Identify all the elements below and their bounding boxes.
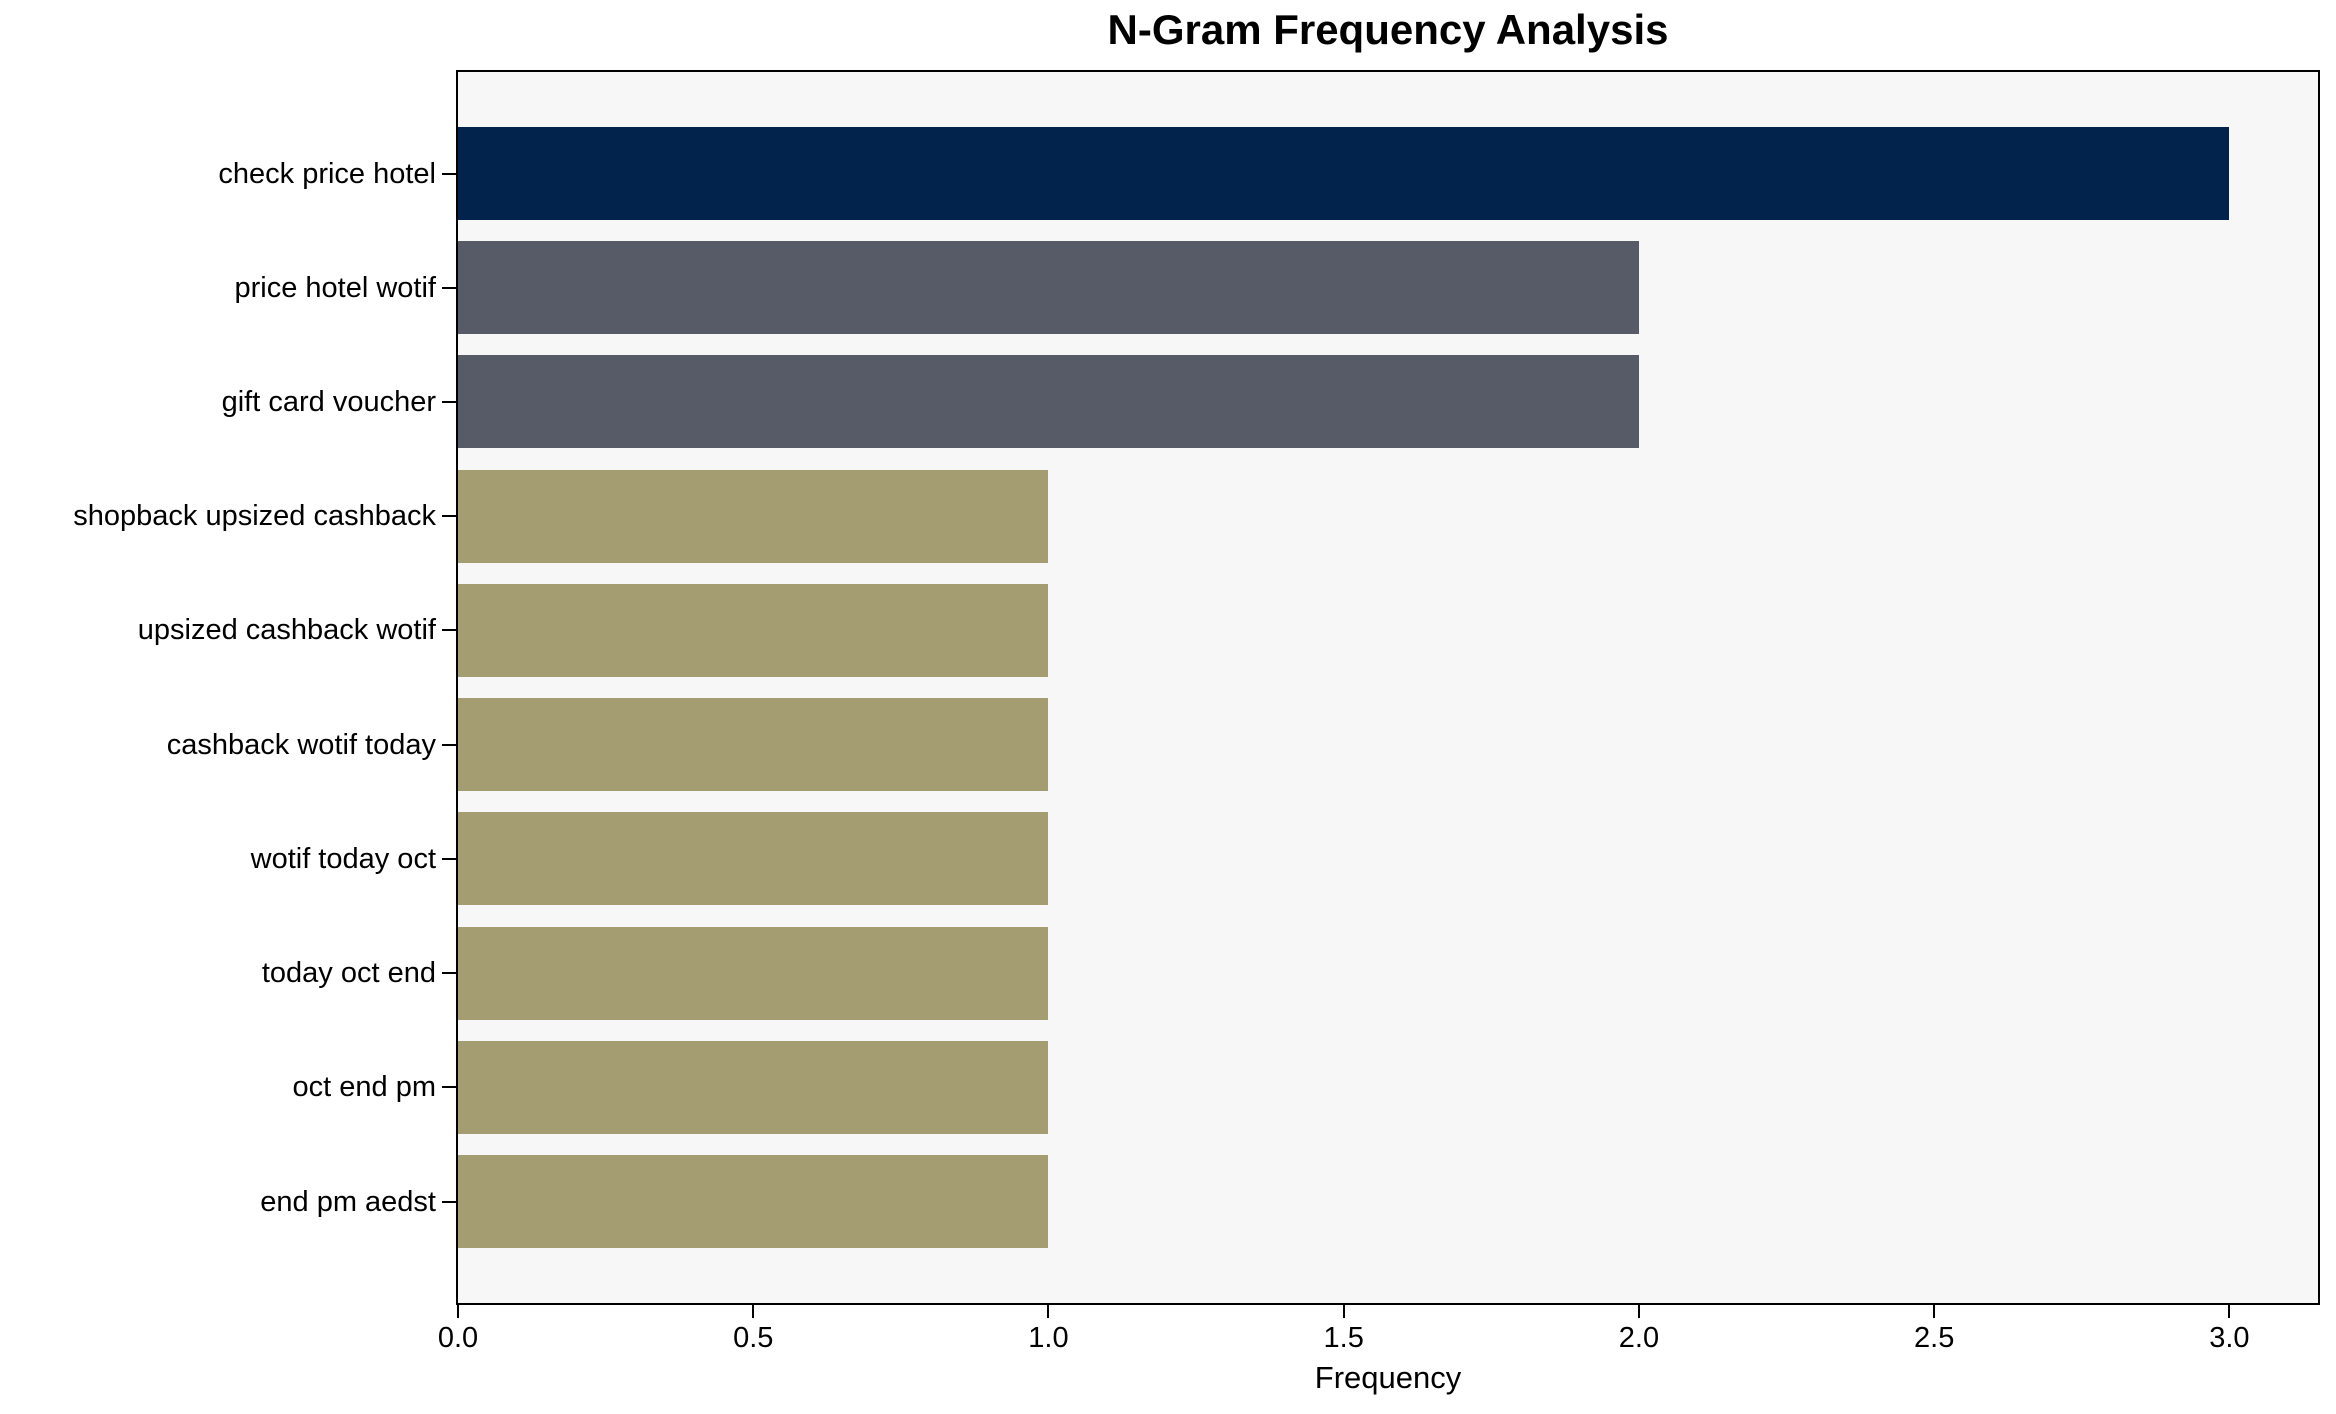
y-tick-label: price hotel wotif <box>234 271 437 304</box>
bar <box>458 812 1049 906</box>
x-tick-label: 2.5 <box>1914 1322 1955 1354</box>
y-tick <box>442 857 456 860</box>
x-tick-label: 1.5 <box>1323 1322 1364 1354</box>
y-tick-label: oct end pm <box>292 1071 436 1104</box>
y-tick-label: upsized cashback wotif <box>137 614 436 647</box>
y-tick <box>442 400 456 403</box>
y-tick <box>442 629 456 632</box>
y-tick <box>442 515 456 518</box>
y-tick-label: today oct end <box>261 957 436 990</box>
bar <box>458 1155 1049 1248</box>
x-tick <box>1933 1305 1936 1318</box>
bar <box>458 241 1639 335</box>
x-tick-label: 0.5 <box>733 1322 774 1354</box>
y-tick-label: wotif today oct <box>250 842 436 875</box>
x-tick <box>1342 1305 1345 1318</box>
y-tick <box>442 972 456 975</box>
chart-title: N-Gram Frequency Analysis <box>1107 6 1669 53</box>
bar <box>458 469 1049 563</box>
x-tick-label: 2.0 <box>1618 1322 1660 1354</box>
x-tick-label: 0.0 <box>437 1322 479 1354</box>
plot-area <box>456 70 2320 1305</box>
bar <box>458 698 1049 792</box>
bar <box>458 583 1049 677</box>
x-tick <box>1637 1305 1640 1318</box>
y-axis-labels: check price hotel price hotel wotif gift c… <box>0 72 436 1303</box>
y-tick-label: check price hotel <box>218 157 436 190</box>
y-tick <box>442 1200 456 1203</box>
x-tick-label: 1.0 <box>1028 1322 1069 1354</box>
bar <box>458 1040 1049 1134</box>
bar <box>458 926 1049 1020</box>
x-tick <box>1047 1305 1050 1318</box>
x-tick-label: 3.0 <box>2209 1322 2250 1354</box>
y-tick <box>442 172 456 175</box>
y-tick-label: cashback wotif today <box>166 728 436 761</box>
x-tick <box>457 1305 459 1318</box>
x-tick <box>752 1305 755 1318</box>
y-tick <box>442 286 456 289</box>
y-tick-label: shopback upsized cashback <box>73 500 436 533</box>
x-tick <box>2228 1305 2231 1318</box>
y-tick <box>442 743 456 746</box>
y-tick-label: gift card voucher <box>221 385 436 418</box>
bar <box>458 127 2230 220</box>
y-tick-label: end pm aedst <box>260 1185 436 1218</box>
y-tick <box>442 1086 456 1089</box>
bar <box>458 355 1639 449</box>
x-axis-label: Frequency <box>1314 1360 1462 1395</box>
